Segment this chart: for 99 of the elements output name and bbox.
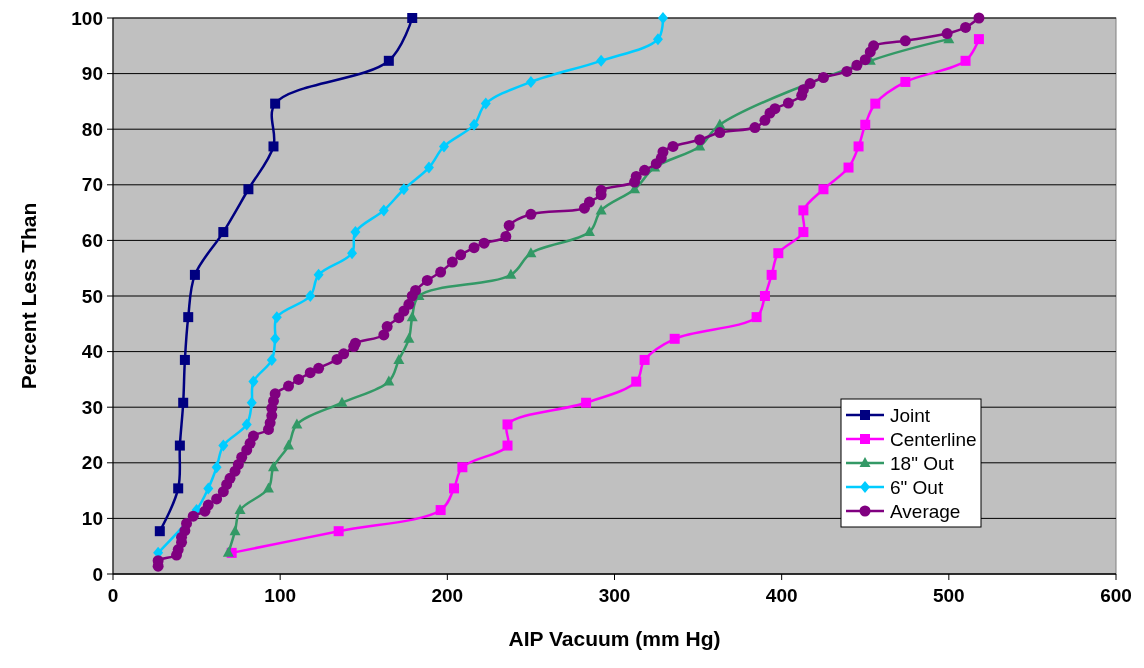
x-tick-label: 100	[264, 585, 297, 606]
y-tick-label: 40	[81, 341, 103, 363]
point	[657, 12, 668, 24]
point	[870, 98, 881, 109]
point	[652, 33, 663, 46]
point	[154, 526, 165, 537]
point	[669, 333, 680, 344]
point	[798, 205, 809, 216]
point	[178, 397, 189, 408]
point	[853, 141, 864, 152]
point	[183, 312, 194, 323]
point	[480, 97, 491, 110]
point	[179, 354, 190, 365]
point	[218, 227, 229, 238]
point	[581, 397, 592, 408]
point	[347, 247, 358, 260]
x-tick-label: 500	[932, 585, 965, 606]
y-tick-label: 60	[81, 230, 103, 252]
y-tick-label: 100	[71, 7, 103, 29]
point	[406, 311, 418, 322]
point	[241, 418, 252, 431]
point	[435, 505, 446, 516]
point	[457, 462, 468, 473]
point	[211, 461, 222, 474]
y-axis-title: Percent Less Than	[17, 202, 40, 390]
point	[469, 118, 480, 131]
point	[203, 482, 214, 495]
point	[818, 184, 829, 195]
point	[246, 396, 257, 409]
point	[773, 248, 784, 259]
point	[268, 141, 279, 152]
point	[234, 504, 246, 515]
point	[383, 55, 394, 66]
point	[766, 269, 777, 280]
point	[449, 483, 460, 494]
point	[393, 353, 405, 364]
point	[189, 269, 200, 280]
point	[960, 55, 971, 66]
point	[505, 268, 517, 279]
point	[403, 332, 415, 343]
point	[270, 98, 281, 109]
point	[173, 483, 184, 494]
point	[291, 418, 303, 429]
point	[305, 290, 316, 302]
y-tick-label: 0	[92, 563, 103, 585]
point	[900, 76, 911, 87]
y-tick-label: 80	[81, 118, 103, 140]
point	[860, 119, 871, 130]
point	[267, 461, 279, 472]
point	[383, 375, 395, 386]
x-tick-label: 300	[598, 585, 631, 606]
x-tick-label: 200	[431, 585, 464, 606]
point	[248, 375, 259, 388]
point	[843, 162, 854, 173]
point	[243, 184, 254, 195]
y-tick-label: 70	[81, 174, 103, 196]
y-tick-label: 10	[81, 508, 103, 530]
point	[378, 204, 389, 217]
point	[525, 75, 536, 88]
point	[502, 419, 513, 430]
point	[751, 312, 762, 323]
legend-label: Joint	[890, 404, 931, 426]
y-tick-label: 20	[81, 452, 103, 474]
point	[438, 140, 449, 153]
point	[218, 439, 229, 452]
point	[798, 227, 809, 238]
point	[336, 396, 348, 407]
point	[407, 13, 418, 23]
point	[759, 291, 770, 301]
point	[973, 34, 984, 45]
point	[283, 439, 295, 450]
point	[222, 546, 234, 557]
point	[502, 440, 513, 451]
x-tick-label: 0	[107, 585, 119, 606]
x-tick-label: 400	[765, 585, 798, 606]
point	[596, 54, 607, 67]
legend-label: Average	[890, 500, 961, 522]
x-axis-title: AIP Vacuum (mm Hg)	[508, 627, 721, 650]
point	[313, 268, 324, 281]
point	[266, 353, 277, 366]
point	[398, 183, 409, 196]
legend-label: 6" Out	[890, 476, 944, 498]
point	[262, 482, 274, 493]
point	[525, 247, 537, 258]
x-tick-label: 600	[1100, 585, 1132, 606]
y-tick-label: 50	[81, 285, 103, 307]
point	[631, 376, 642, 387]
legend-label: Centerline	[890, 428, 977, 450]
point	[333, 526, 344, 537]
point	[595, 204, 607, 215]
y-tick-label: 90	[81, 63, 103, 85]
point	[174, 440, 185, 451]
legend-label: 18" Out	[890, 452, 955, 474]
point	[639, 354, 650, 365]
y-tick-label: 30	[81, 396, 103, 418]
point	[229, 525, 241, 536]
point	[271, 311, 282, 324]
point	[350, 226, 361, 239]
point	[423, 161, 434, 174]
